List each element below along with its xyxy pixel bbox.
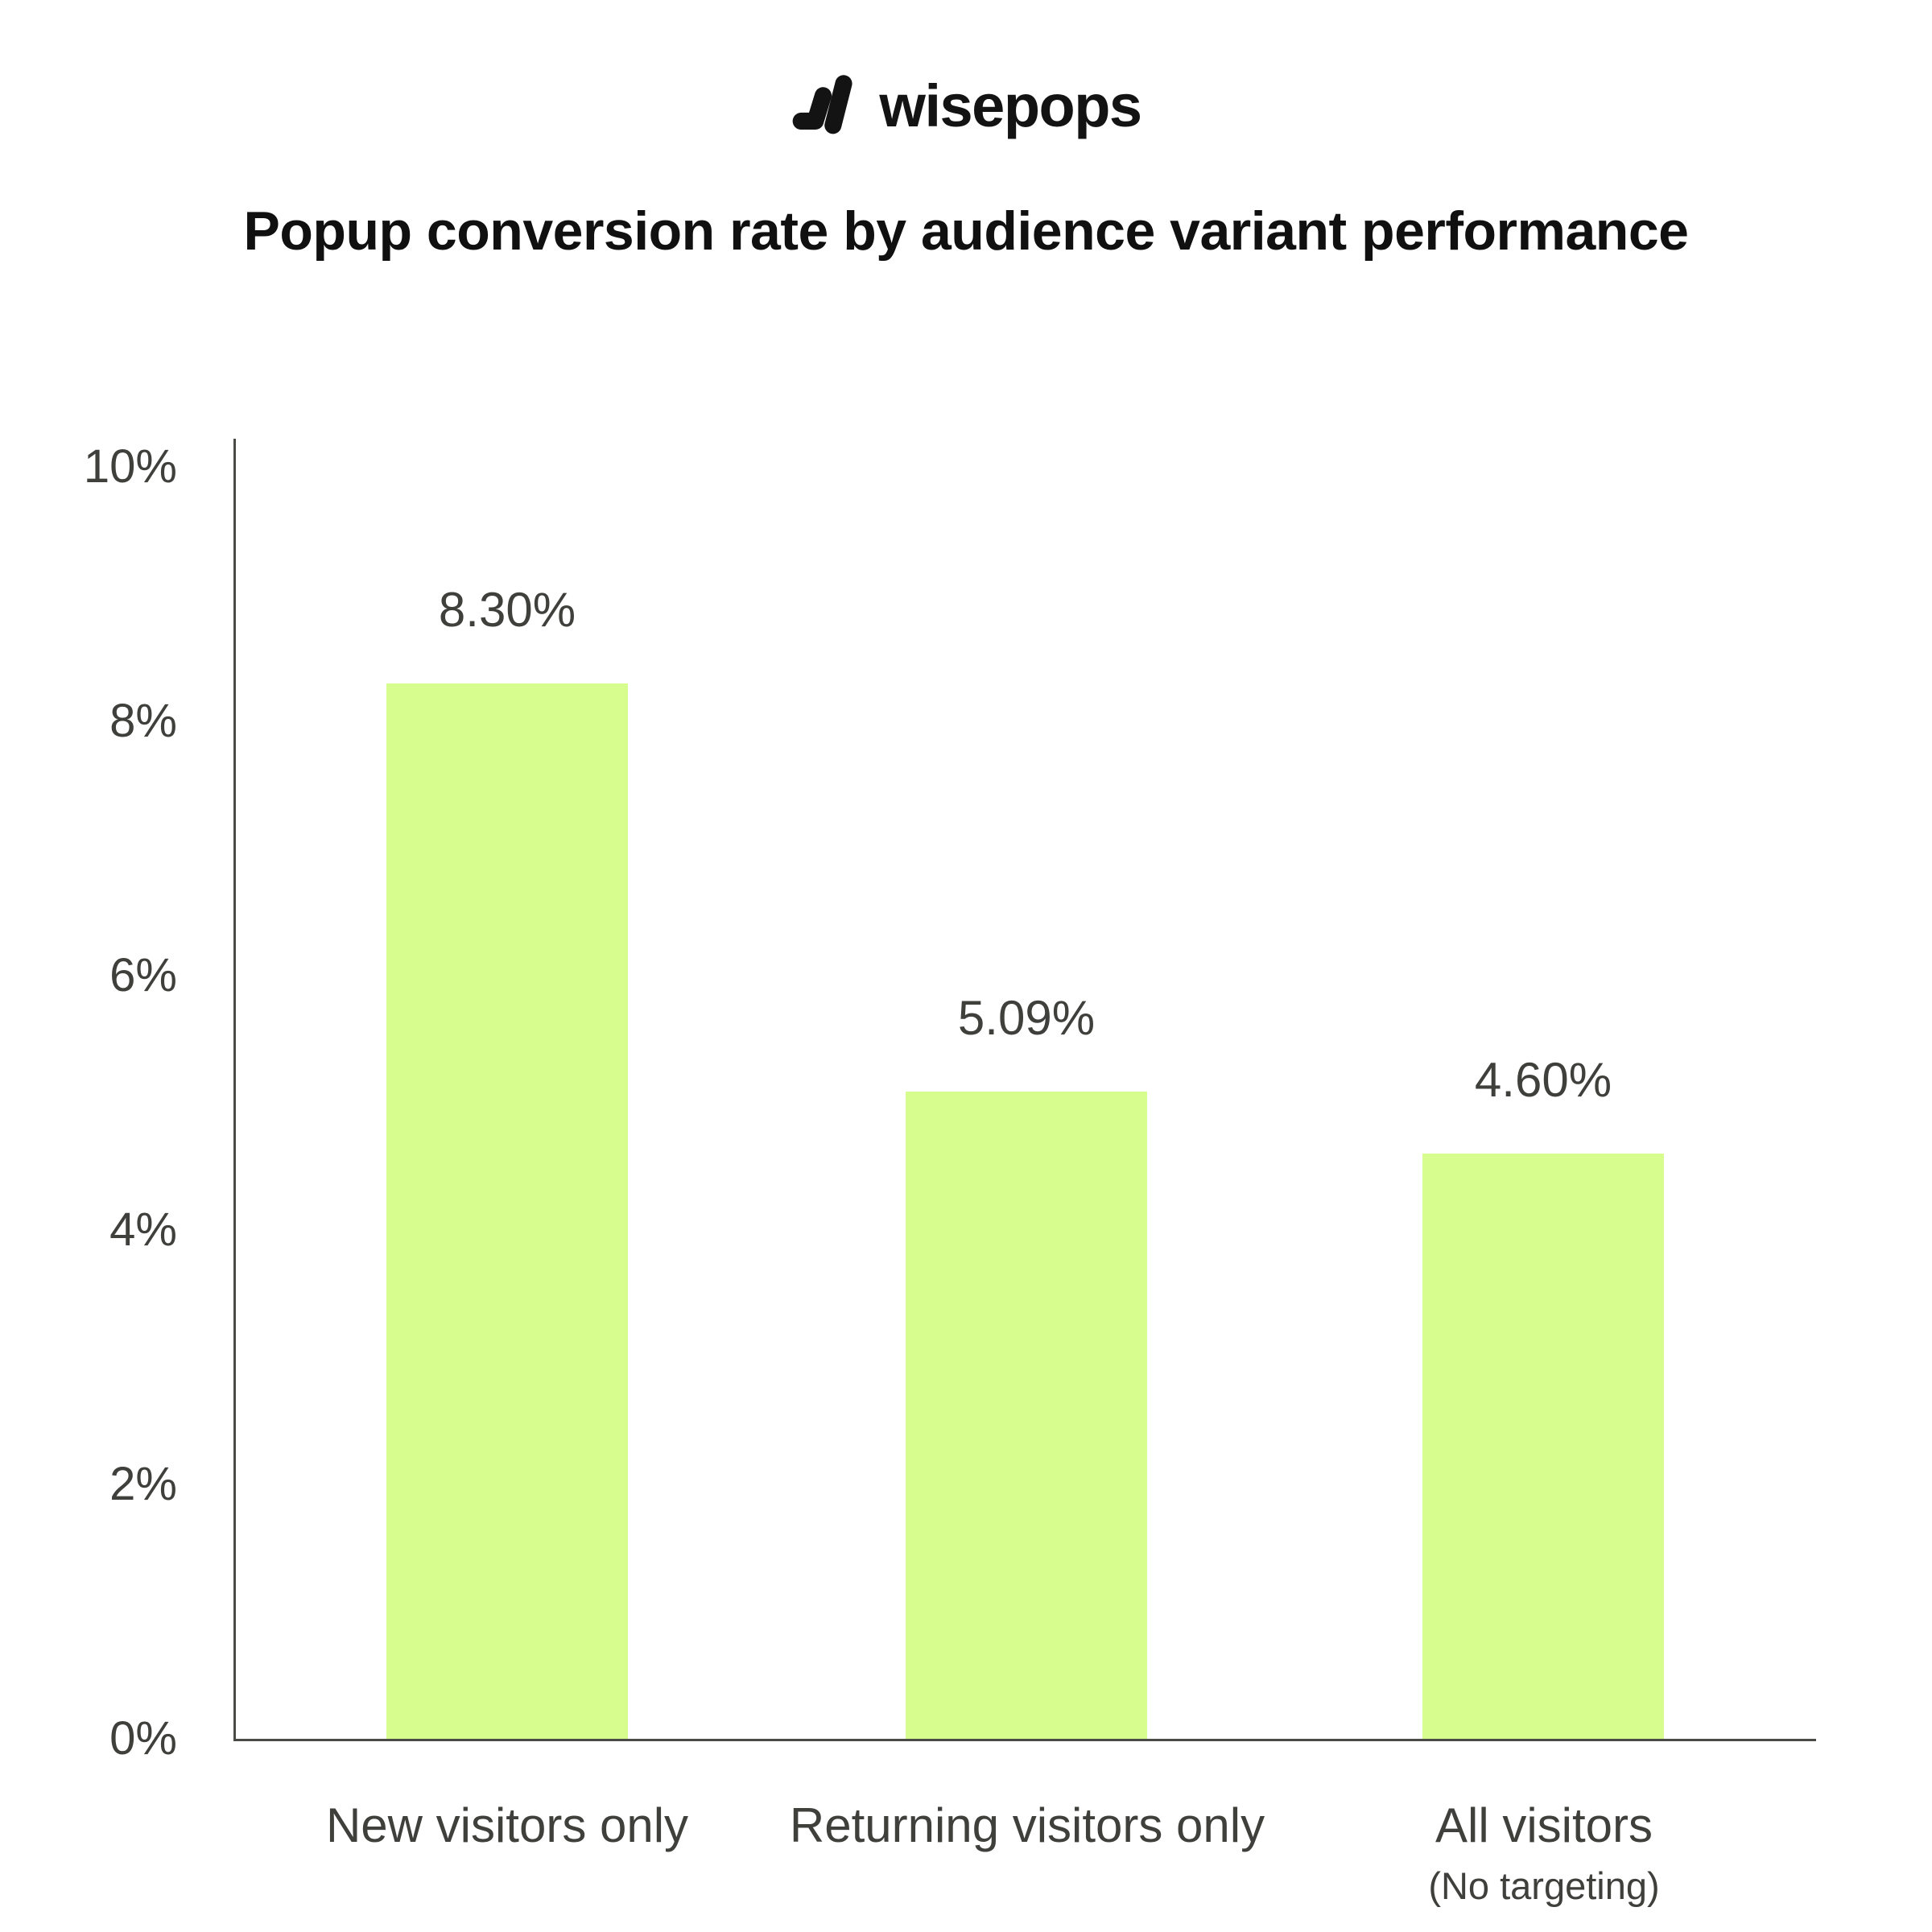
x-category-label-3: All visitors (No targeting)	[1428, 1797, 1659, 1909]
x-category-label-2: Returning visitors only	[790, 1797, 1265, 1855]
y-tick-4: 4%	[109, 1203, 177, 1256]
bar-value-label-1: 8.30%	[438, 583, 576, 637]
bar-value-label-3: 4.60%	[1474, 1053, 1612, 1107]
y-tick-10: 10%	[83, 440, 177, 493]
category-sublabel: (No targeting)	[1428, 1864, 1660, 1907]
y-tick-6: 6%	[109, 949, 177, 1001]
wisepops-logo-icon	[793, 75, 852, 134]
y-axis-tick-labels: 0% 2% 4% 6% 8% 10%	[0, 440, 177, 1765]
chart-title: Popup conversion rate by audience varian…	[243, 200, 1689, 262]
category-name: Returning visitors only	[789, 1798, 1265, 1852]
category-name: All visitors	[1435, 1798, 1653, 1852]
category-name: New visitors only	[325, 1798, 689, 1852]
y-tick-0: 0%	[109, 1712, 177, 1765]
x-category-label-1: New visitors only	[326, 1797, 688, 1855]
brand-logo: wisepops	[0, 74, 1932, 138]
brand-name: wisepops	[879, 72, 1142, 139]
plot-area: 8.30% 5.09% 4.60%	[233, 439, 1816, 1741]
bar-1	[386, 683, 628, 1739]
bar-2	[906, 1092, 1147, 1739]
bar-value-label-2: 5.09%	[957, 991, 1096, 1045]
y-tick-2: 2%	[109, 1458, 177, 1510]
y-tick-8: 8%	[109, 695, 177, 747]
bar-3	[1422, 1154, 1664, 1739]
